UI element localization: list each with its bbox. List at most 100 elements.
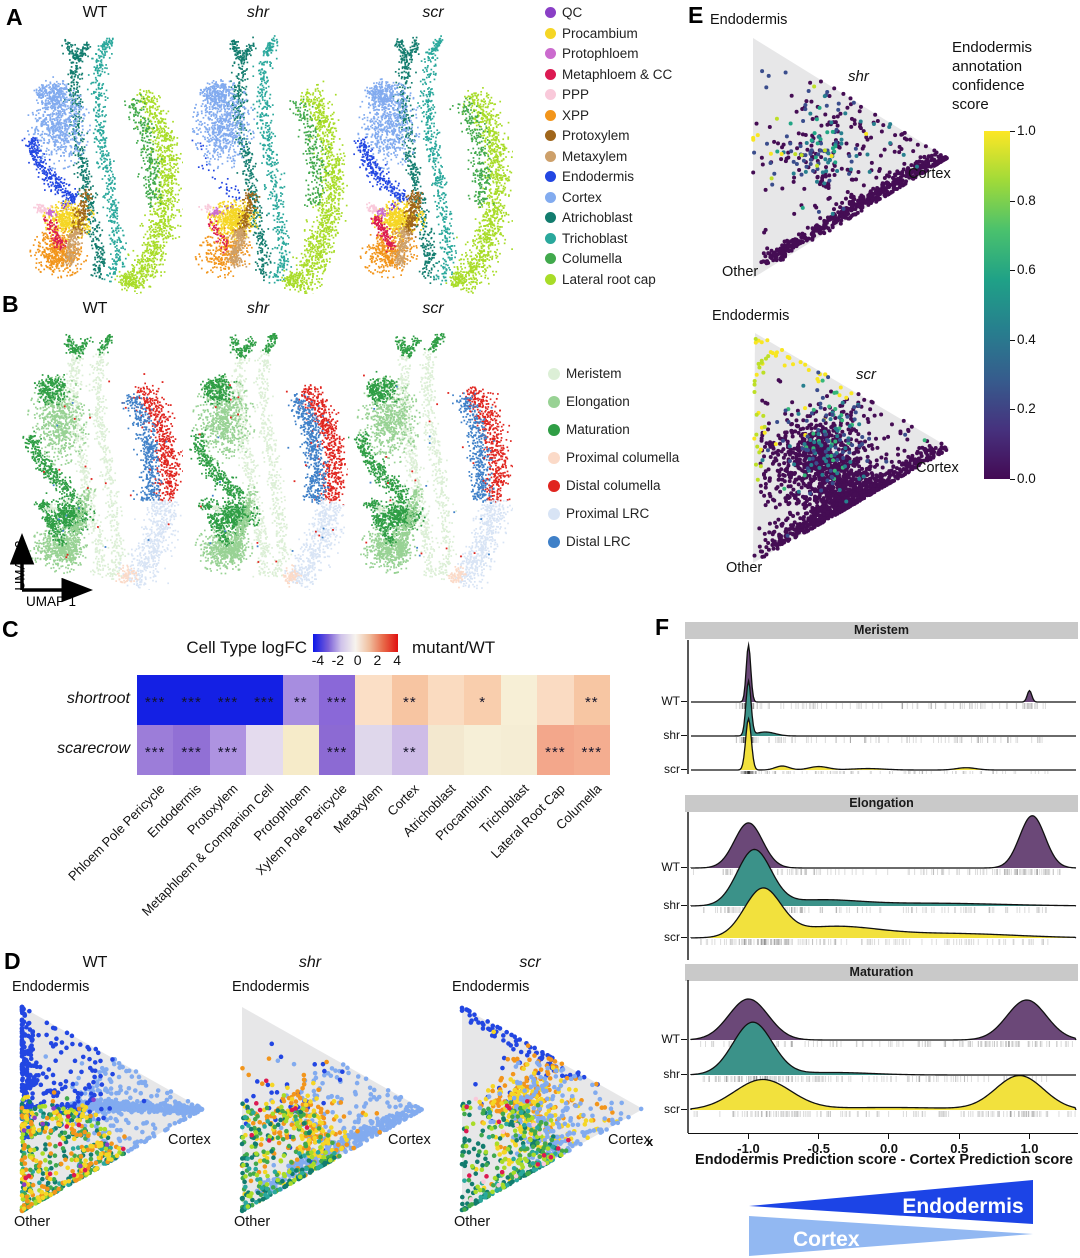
legend-label: QC [562, 5, 583, 20]
ridge-row-label-scr: scr [664, 762, 680, 776]
heatmap-cell: *** [209, 675, 247, 725]
legend-label: Atrichoblast [562, 210, 633, 225]
colorbar-tickmark [1010, 409, 1015, 411]
ternary-e-shr-plot [698, 26, 978, 294]
legend-label: Trichoblast [562, 230, 628, 246]
heatmap-cell [355, 725, 392, 775]
logfc-tick-4: 4 [393, 652, 402, 668]
heatmap-cell [464, 725, 501, 775]
umap-b-shr-title: shr [246, 300, 270, 317]
ridge-plot-maturation [685, 980, 1080, 1133]
legend-label: Meristem [566, 366, 622, 381]
logfc-tick-0: 0 [353, 652, 362, 668]
legend-label: Cortex [562, 189, 602, 205]
legend-swatch [545, 273, 556, 285]
umap-b-scr-title: scr [422, 300, 444, 317]
corner-cortex: Cortex [168, 1132, 211, 1148]
corner-cortex: Cortex [608, 1132, 651, 1148]
legend-swatch [545, 232, 556, 244]
heatmap-cell [537, 675, 574, 725]
ridge-row-label-scr: scr [664, 1102, 680, 1116]
corner-cortex: Cortex [388, 1132, 431, 1148]
heatmap-cell: ** [391, 675, 429, 725]
heatmap-cell [500, 675, 538, 725]
colorbar-title-line: Endodermis [952, 39, 1033, 56]
legend-swatch [548, 535, 560, 548]
corner-other: Other [722, 264, 759, 280]
legend-swatch [545, 171, 556, 182]
significance-stars: *** [144, 693, 166, 711]
legend-item-maturation: Maturation [548, 422, 630, 437]
ridge-header-elongation: Elongation [685, 795, 1078, 812]
legend-label: Protophloem [562, 46, 639, 61]
endodermis-wedge-label: Endodermis [902, 1195, 1023, 1218]
logfc-tick--4: -4 [311, 652, 325, 668]
legend-item-metaxylem: Metaxylem [545, 149, 627, 164]
umap-a-shr-title: shr [246, 4, 270, 21]
ridge-row-label-scr: scr [664, 930, 680, 944]
legend-item-cortex: Cortex [545, 190, 602, 205]
umap-a-scr-title: scr [422, 4, 444, 21]
colorbar-tick-0.2: 0.2 [1017, 401, 1036, 417]
panel-d-label: D [4, 948, 21, 974]
legend-label: Maturation [566, 422, 630, 437]
corner-other: Other [726, 560, 763, 576]
cortex-wedge-label: Cortex [793, 1228, 860, 1251]
endodermis-wedge [749, 1180, 1033, 1224]
heatmap-cell: *** [537, 725, 574, 775]
legend-item-distal-lrc: Distal LRC [548, 534, 631, 549]
legend-item-atrichoblast: Atrichoblast [545, 210, 633, 225]
legend-label: PPP [562, 87, 590, 102]
significance-stars: *** [217, 693, 239, 711]
colorbar-tickmark [1010, 270, 1015, 272]
colorbar-title-line: confidence [952, 77, 1025, 94]
legend-swatch [548, 507, 560, 520]
legend-swatch [545, 7, 556, 18]
legend-item-distal-columella: Distal columella [548, 478, 661, 493]
confidence-colorbar-title: Endodermis annotation confidence score [952, 38, 1080, 114]
legend-label: Metaphloem & CC [562, 66, 673, 82]
umap1-axis-label: UMAP 1 [26, 594, 77, 609]
heatmap-cell: *** [173, 675, 210, 725]
legend-item-metaphloem-cc: Metaphloem & CC [545, 67, 672, 82]
heatmap-cell: ** [391, 725, 429, 775]
significance-stars: *** [254, 693, 275, 711]
confidence-colorbar [984, 131, 1010, 479]
legend-label: Endodermis [562, 169, 635, 184]
ternary-d-wt-title: WT [82, 954, 108, 971]
legend-label: Procambium [562, 25, 638, 41]
ridge-row-tick [681, 937, 687, 938]
significance-stars: *** [326, 693, 348, 711]
heatmap-title: Cell Type logFC [186, 638, 307, 657]
umap-b-wt-plot [18, 322, 183, 590]
legend-label: Columella [562, 251, 623, 266]
legend-label: Distal columella [566, 478, 661, 493]
heatmap-cell [355, 675, 392, 725]
heatmap-cell: ** [573, 675, 610, 725]
ridge-plot-meristem [685, 640, 1080, 774]
legend-item-proximal-columella: Proximal columella [548, 450, 679, 465]
endodermis-cortex-wedges: Endodermis Cortex [749, 1180, 1033, 1256]
corner-endodermis: Endodermis [710, 12, 788, 28]
legend-item-columella: Columella [545, 251, 622, 266]
umap-axes-arrows [9, 533, 93, 603]
corner-other: Other [234, 1214, 271, 1230]
significance-stars: *** [144, 743, 166, 761]
umap-b-scr-plot [348, 322, 513, 590]
corner-endodermis: Endodermis [12, 979, 90, 995]
legend-swatch [545, 150, 556, 162]
ridge-header-maturation: Maturation [685, 964, 1078, 981]
cortex-wedge [749, 1216, 1033, 1256]
heatmap-ratio-label: mutant/WT [412, 638, 496, 657]
ridge-row-tick [681, 1039, 687, 1040]
heatmap-cell: *** [246, 675, 283, 725]
corner-endodermis: Endodermis [712, 308, 790, 324]
legend-item-ppp: PPP [545, 87, 589, 102]
corner-other: Other [14, 1214, 51, 1230]
legend-label: Protoxylem [562, 128, 630, 143]
umap-a-wt-plot [18, 26, 183, 294]
significance-stars: ** [403, 743, 417, 761]
legend-item-procambium: Procambium [545, 26, 638, 41]
significance-stars: *** [217, 743, 239, 761]
ternary-d-wt-plot [15, 995, 220, 1220]
